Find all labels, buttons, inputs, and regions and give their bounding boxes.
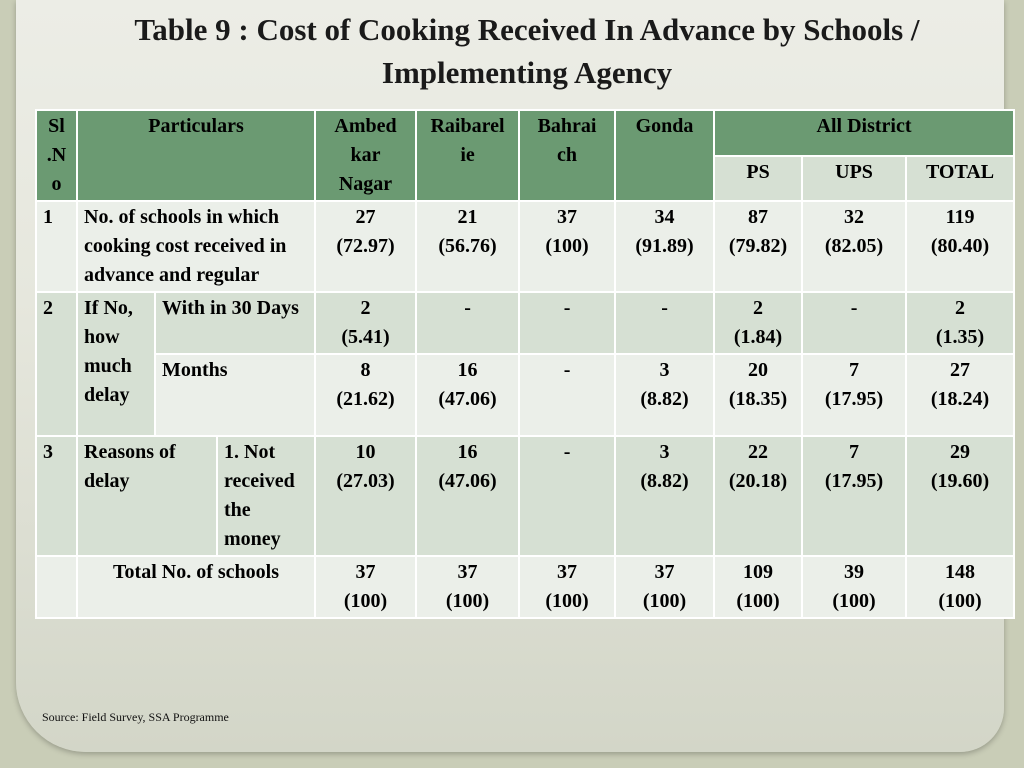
row-2b-cell: 7 (17.95) [801, 353, 908, 437]
header-raibareli: Raibarel ie [415, 109, 521, 202]
row-2a-cell: - [518, 291, 617, 355]
row-2b-cell: 16 (47.06) [415, 353, 521, 437]
subheader-row: PS UPS TOTAL [36, 154, 1016, 202]
title-line-2: Implementing Agency [381, 55, 673, 90]
header-particulars: Particulars [75, 109, 317, 202]
table-row-2a: 2 If No, how much delay With in 30 Days … [35, 291, 1016, 437]
total-cell: 37 (100) [314, 555, 418, 619]
row-3-sub: 1. Not received the money [215, 435, 317, 557]
row-3-cell: - [518, 435, 617, 557]
slide-title: Table 9 : Cost of Cooking Received In Ad… [40, 8, 1014, 94]
row-1-cell: 37 (100) [518, 200, 617, 293]
header-total: TOTAL [905, 154, 1016, 202]
row-2a-cell: 2 (1.35) [905, 291, 1016, 355]
row-3-cell: 22 (20.18) [713, 435, 804, 557]
header-ambedkar-nagar: Ambed kar Nagar [314, 109, 418, 202]
row-3-slno: 3 [35, 435, 78, 557]
row-1-label: No. of schools in which cooking cost rec… [75, 200, 317, 293]
row-2b-cell: 27 (18.24) [905, 353, 1016, 437]
row-2-sub-2: Months [153, 353, 317, 437]
header-all-district: All District [713, 109, 1016, 157]
total-label: Total No. of schools [75, 555, 317, 619]
total-cell: 109 (100) [713, 555, 804, 619]
row-2a-cell: 2 (1.84) [713, 291, 804, 355]
row-3-cell: 7 (17.95) [801, 435, 908, 557]
row-2b-cell: 8 (21.62) [314, 353, 418, 437]
row-2b-cell: - [518, 353, 617, 437]
table-row-1: 1 No. of schools in which cooking cost r… [35, 200, 1016, 293]
row-1-cell: 87 (79.82) [713, 200, 804, 293]
row-3-cell: 10 (27.03) [314, 435, 418, 557]
row-2-sub-1: With in 30 Days [153, 291, 317, 355]
row-1-cell: 32 (82.05) [801, 200, 908, 293]
row-1-cell: 34 (91.89) [614, 200, 716, 293]
table-row-total: Total No. of schools 37 (100) 37 (100) 37(… [35, 555, 1016, 619]
row-3-cell: 29 (19.60) [905, 435, 1016, 557]
header-row: Sl .N o Particulars Ambed kar Nagar Raib… [35, 109, 1016, 202]
cooking-cost-table: Sl .N o Particulars Ambed kar Nagar Raib… [35, 109, 1016, 619]
row-2a-cell: - [801, 291, 908, 355]
row-3-cell: 16 (47.06) [415, 435, 521, 557]
row-2b-cell: 20 (18.35) [713, 353, 804, 437]
row-1-cell: 119 (80.40) [905, 200, 1016, 293]
row-2-label: If No, how much delay [76, 291, 156, 437]
title-line-1: Table 9 : Cost of Cooking Received In Ad… [134, 12, 920, 47]
row-1-slno: 1 [35, 200, 78, 293]
source-note: Source: Field Survey, SSA Programme [42, 710, 229, 724]
row-2a-cell: - [614, 291, 716, 355]
header-ps: PS [713, 154, 804, 202]
header-bahraich: Bahrai ch [518, 109, 617, 202]
row-3-label: Reasons of delay [76, 435, 218, 557]
table-row-3: 3 Reasons of delay 1. Not received the m… [35, 435, 1016, 557]
header-slno: Sl .N o [35, 109, 78, 202]
total-slno [35, 555, 78, 619]
row-2a-cell: 2 (5.41) [314, 291, 418, 355]
total-cell: 37 (100) [415, 555, 521, 619]
total-cell: 37 (100) [614, 555, 716, 619]
header-gonda: Gonda [614, 109, 716, 202]
table-row-2b: Months 8 (21.62) 16 (47.06) - 3 (8.82) 20 (1… [36, 353, 1016, 437]
header-ups: UPS [801, 154, 908, 202]
row-3-cell: 3 (8.82) [614, 435, 716, 557]
row-2-slno: 2 [35, 291, 78, 437]
total-cell: 39 (100) [801, 555, 908, 619]
total-cell: 148 (100) [905, 555, 1016, 619]
row-1-cell: 21 (56.76) [415, 200, 521, 293]
total-cell: 37 (100) [518, 555, 617, 619]
row-1-cell: 27 (72.97) [314, 200, 418, 293]
row-2b-cell: 3 (8.82) [614, 353, 716, 437]
row-2a-cell: - [415, 291, 521, 355]
